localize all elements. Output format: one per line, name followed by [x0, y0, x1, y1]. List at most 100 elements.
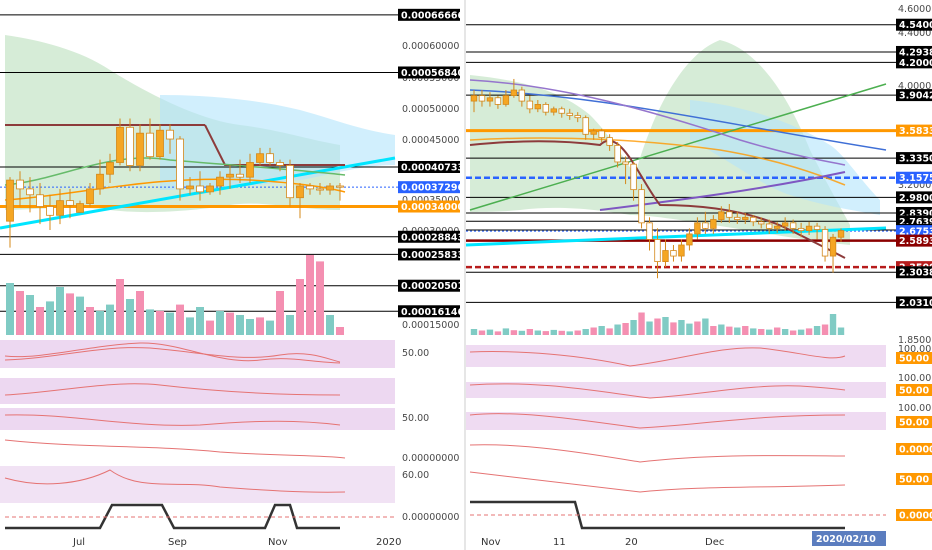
price-tag-bg: [896, 124, 932, 137]
volume-bar: [758, 329, 765, 335]
price-tag-bg: [896, 89, 932, 102]
x-tick-label: Dec: [705, 537, 724, 548]
price-tag-bg: [896, 225, 932, 238]
volume-bar: [478, 330, 486, 335]
candle-body: [56, 200, 64, 216]
candle-body: [598, 130, 605, 139]
candle-body: [694, 222, 701, 235]
price-tag-bg: [398, 230, 460, 243]
candle-body: [638, 189, 645, 224]
price-tag-label: 2.0310: [899, 298, 932, 309]
price-tag-label: 0.00066666: [401, 10, 464, 21]
candle-body: [662, 250, 669, 262]
price-tag-label: 0.00056840: [401, 68, 464, 79]
volume-bar: [136, 291, 144, 335]
volume-bar: [106, 304, 114, 335]
candle-body: [518, 89, 526, 102]
candle-body: [574, 115, 581, 119]
volume-bar: [622, 323, 629, 335]
oscillator-line: [4, 439, 346, 459]
y-tick-label: 0.00045000: [402, 135, 459, 146]
price-tag-label: 3.5833: [899, 126, 932, 137]
x-tick-label: 20: [625, 537, 638, 548]
candle-body: [276, 162, 284, 166]
volume-bar: [196, 307, 204, 335]
candle-body: [286, 165, 294, 199]
price-tag-bg: [896, 266, 932, 279]
volume-bar: [654, 318, 661, 335]
candle-body: [36, 194, 44, 207]
candle-body: [246, 162, 254, 178]
volume-bar: [797, 329, 805, 335]
volume-bar: [502, 328, 510, 335]
y-tick-label: 0.00055000: [402, 73, 459, 84]
candle-body: [606, 137, 613, 146]
volume-bar: [226, 312, 234, 335]
y-tick-label: 3.2000: [898, 180, 931, 191]
price-tag-bg: [896, 296, 932, 309]
candle-body: [646, 222, 653, 240]
candle-body: [26, 188, 34, 196]
candle-body: [702, 222, 709, 229]
candle-body: [16, 179, 24, 190]
price-tag-bg: [398, 305, 460, 318]
candle-body: [86, 188, 94, 204]
candle-body: [718, 211, 725, 220]
volume-bar: [638, 312, 645, 335]
candle-body: [470, 95, 478, 102]
candle-body: [126, 126, 134, 166]
price-tag-label: 3.1575: [899, 173, 932, 184]
oscillator-line: [469, 471, 846, 493]
candle-body: [678, 244, 685, 257]
candle-body: [316, 188, 324, 191]
candle-body: [654, 239, 661, 262]
candle-body: [550, 108, 557, 113]
price-tag-label: 2.6753: [899, 227, 932, 238]
volume-bar: [518, 330, 526, 335]
volume-bar: [686, 323, 693, 335]
candle-body: [797, 227, 805, 231]
x-tick-label: Nov: [268, 537, 288, 548]
volume-bar: [750, 328, 757, 335]
candle-body: [106, 162, 114, 175]
candle-body: [486, 97, 494, 102]
osc-label: 0.00000000: [402, 512, 459, 523]
volume-bar: [694, 321, 701, 335]
price-tag-label: 3.9042: [899, 91, 932, 102]
volume-bar: [598, 326, 605, 335]
volume-bar: [186, 317, 194, 335]
y-tick-label: 4.6000: [898, 4, 931, 15]
ma-line-red: [469, 139, 846, 259]
osc-label: 100.00: [898, 344, 931, 355]
candle-body: [66, 200, 74, 206]
volume-bar: [116, 279, 124, 335]
volume-bar: [56, 287, 64, 335]
oscillator-line: [4, 383, 341, 396]
candle-body: [829, 236, 837, 257]
candle-body: [781, 222, 789, 227]
volume-bar: [582, 329, 589, 335]
price-tag-bg: [398, 200, 460, 213]
price-tag-bg: [896, 152, 932, 165]
volume-bar: [206, 320, 214, 335]
volume-bar: [550, 329, 557, 335]
left-oscillator-bands: [0, 340, 395, 503]
candle-body: [166, 129, 174, 140]
volume-bar: [590, 327, 597, 335]
ma-line-orange: [469, 137, 846, 186]
price-tag-label: 0.00028843: [401, 232, 464, 243]
candle-body: [136, 132, 144, 166]
volume-bar: [76, 296, 84, 335]
osc-label: 50.00: [402, 348, 429, 359]
candle-body: [186, 185, 194, 190]
volume-bar: [821, 324, 829, 335]
trend-line: [465, 226, 887, 247]
volume-bar: [534, 330, 542, 335]
osc-label: 50.00: [899, 418, 929, 429]
ma-line-orange: [4, 178, 346, 201]
price-tag-bg: [398, 66, 460, 79]
osc-label: 0.0000: [899, 445, 932, 456]
volume-bar: [276, 291, 284, 335]
x-tick-label: Nov: [481, 537, 501, 548]
